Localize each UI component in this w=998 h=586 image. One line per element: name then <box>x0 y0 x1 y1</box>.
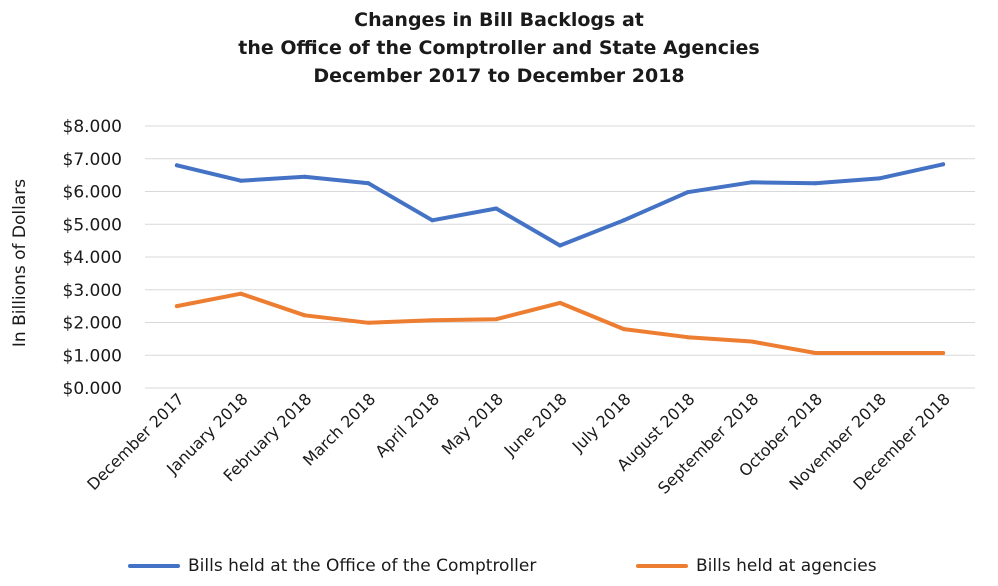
data-point <box>494 206 499 211</box>
data-point <box>749 180 754 185</box>
data-point <box>813 351 818 355</box>
y-tick-label: $7.000 <box>63 150 122 170</box>
data-point <box>558 300 562 305</box>
x-tick-label: June 2018 <box>500 389 571 460</box>
data-point <box>494 317 499 322</box>
legend: Bills held at the Office of the Comptrol… <box>0 556 998 582</box>
y-tick-label: $1.000 <box>63 346 122 366</box>
legend-item-comptroller: Bills held at the Office of the Comptrol… <box>128 556 536 576</box>
data-point <box>174 304 179 309</box>
legend-swatch-agencies <box>636 564 688 568</box>
series-line-1 <box>174 162 946 248</box>
data-point <box>366 181 371 186</box>
data-point <box>302 174 307 179</box>
data-point <box>366 320 371 325</box>
y-tick-label: $2.000 <box>63 314 122 334</box>
chart-title-line-1: Changes in Bill Backlogs at <box>354 9 644 31</box>
data-point <box>941 351 946 355</box>
data-point <box>174 163 179 168</box>
data-point <box>430 218 435 223</box>
x-tick-label: April 2018 <box>371 389 443 461</box>
x-tick-label: December 2017 <box>83 389 187 493</box>
legend-label-comptroller: Bills held at the Office of the Comptrol… <box>188 556 537 576</box>
y-tick-label: $5.000 <box>63 215 122 235</box>
legend-label-agencies: Bills held at agencies <box>696 556 877 576</box>
data-point <box>302 313 307 318</box>
x-tick-label: May 2018 <box>438 389 507 458</box>
x-tick-label: July 2018 <box>568 389 635 456</box>
data-point <box>877 176 882 181</box>
chart-title-line-2: the Office of the Comptroller and State … <box>238 37 760 59</box>
data-point <box>430 318 435 323</box>
data-point <box>877 351 882 355</box>
chart-title: Changes in Bill Backlogs at the Office o… <box>0 6 998 90</box>
y-tick-label: $4.000 <box>63 248 122 268</box>
y-tick-label: $0.000 <box>63 379 122 399</box>
data-point <box>238 291 243 296</box>
data-point <box>238 178 243 183</box>
legend-swatch-comptroller <box>128 564 180 568</box>
data-point <box>941 162 946 167</box>
data-point <box>813 181 818 186</box>
chart-title-line-3: December 2017 to December 2018 <box>313 65 685 87</box>
data-point <box>685 190 690 195</box>
y-tick-label: $8.000 <box>63 117 122 137</box>
data-point <box>621 327 626 332</box>
data-point <box>621 218 626 223</box>
y-tick-label: $3.000 <box>63 281 122 301</box>
data-point <box>685 335 690 340</box>
data-point <box>558 243 562 248</box>
y-tick-label: $6.000 <box>63 183 122 203</box>
data-point <box>749 339 754 344</box>
legend-item-agencies: Bills held at agencies <box>636 556 877 576</box>
